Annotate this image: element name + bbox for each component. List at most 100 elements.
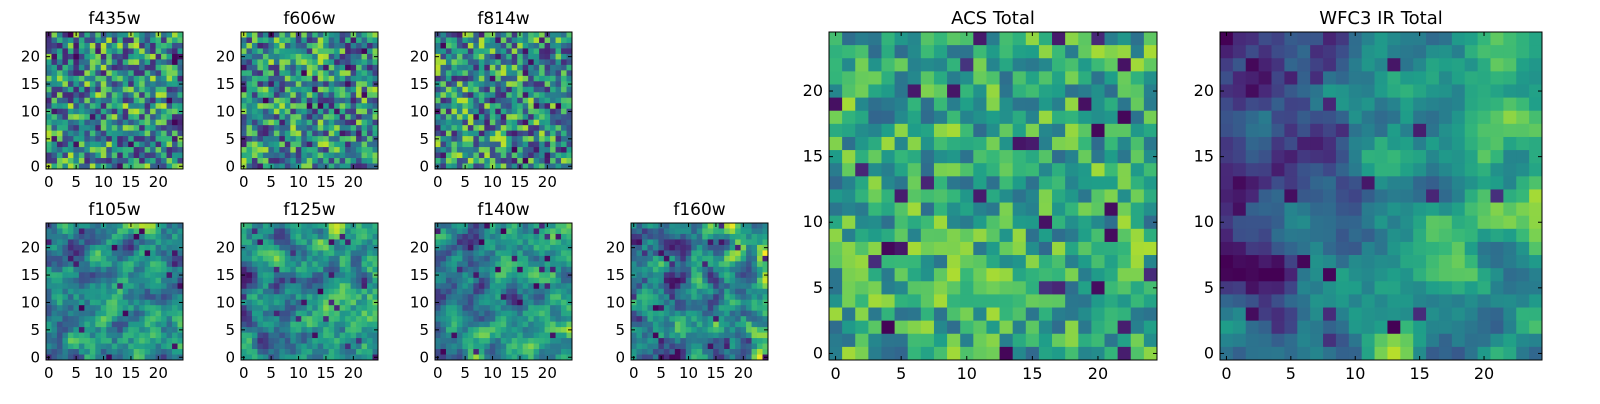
heatmap-cell bbox=[117, 294, 123, 300]
heatmap-cell bbox=[62, 344, 68, 350]
heatmap-cell bbox=[301, 333, 307, 339]
heatmap-cell bbox=[647, 349, 653, 355]
heatmap-cell bbox=[68, 278, 74, 284]
heatmap-cell bbox=[161, 103, 167, 109]
heatmap-cell bbox=[139, 158, 145, 164]
heatmap-cell bbox=[451, 125, 457, 131]
heatmap-cell bbox=[150, 109, 156, 115]
heatmap-cell bbox=[351, 245, 357, 251]
heatmap-cell bbox=[46, 59, 52, 65]
heatmap-cell bbox=[112, 311, 118, 317]
heatmap-cell bbox=[279, 109, 285, 115]
heatmap-cell bbox=[691, 283, 697, 289]
heatmap-cell bbox=[334, 98, 340, 104]
heatmap-cell bbox=[534, 43, 540, 49]
heatmap-cell bbox=[62, 349, 68, 355]
heatmap-cell bbox=[746, 278, 752, 284]
heatmap-cell bbox=[523, 311, 529, 317]
heatmap-cell bbox=[73, 349, 79, 355]
heatmap-cell bbox=[356, 333, 362, 339]
heatmap-cell bbox=[539, 54, 545, 60]
heatmap-cell bbox=[479, 327, 485, 333]
heatmap-cell bbox=[501, 114, 507, 120]
heatmap-cell bbox=[268, 114, 274, 120]
heatmap-cell bbox=[252, 250, 258, 256]
heatmap-cell bbox=[517, 239, 523, 245]
heatmap-cell bbox=[241, 76, 247, 82]
heatmap-cell bbox=[62, 114, 68, 120]
heatmap-cell bbox=[517, 136, 523, 142]
heatmap-cell bbox=[561, 37, 567, 43]
heatmap-cell bbox=[345, 131, 351, 137]
heatmap-cell bbox=[462, 114, 468, 120]
heatmap-cell bbox=[746, 344, 752, 350]
heatmap-cell bbox=[301, 344, 307, 350]
heatmap-cell bbox=[312, 76, 318, 82]
heatmap-cell bbox=[713, 322, 719, 328]
heatmap-cell bbox=[161, 278, 167, 284]
heatmap-cell bbox=[757, 245, 763, 251]
heatmap-cell bbox=[117, 234, 123, 240]
heatmap-cell bbox=[921, 111, 935, 125]
heatmap-cell bbox=[241, 294, 247, 300]
heatmap-cell bbox=[112, 153, 118, 159]
heatmap-cell bbox=[145, 300, 151, 306]
heatmap-cell bbox=[986, 150, 1000, 164]
heatmap-cell bbox=[647, 338, 653, 344]
heatmap-cell bbox=[134, 267, 140, 273]
heatmap-cell bbox=[323, 349, 329, 355]
heatmap-cell bbox=[84, 87, 90, 93]
heatmap-cell bbox=[435, 153, 441, 159]
heatmap-cell bbox=[101, 59, 107, 65]
heatmap-cell bbox=[440, 142, 446, 148]
heatmap-cell bbox=[274, 48, 280, 54]
heatmap-cell bbox=[746, 349, 752, 355]
heatmap-cell bbox=[356, 294, 362, 300]
heatmap-cell bbox=[973, 189, 987, 203]
heatmap-cell bbox=[506, 65, 512, 71]
heatmap-cell bbox=[523, 333, 529, 339]
heatmap-cell bbox=[246, 81, 252, 87]
heatmap-cell bbox=[523, 37, 529, 43]
heatmap-cell bbox=[167, 327, 173, 333]
heatmap-cell bbox=[123, 59, 129, 65]
heatmap-cell bbox=[128, 37, 134, 43]
heatmap-cell bbox=[1052, 163, 1066, 177]
heatmap-cell bbox=[51, 333, 57, 339]
heatmap-cell bbox=[128, 349, 134, 355]
heatmap-cell bbox=[495, 349, 501, 355]
heatmap-cell bbox=[561, 81, 567, 87]
heatmap-cell bbox=[561, 114, 567, 120]
heatmap-cell bbox=[550, 294, 556, 300]
heatmap-cell bbox=[457, 338, 463, 344]
heatmap-cell bbox=[62, 327, 68, 333]
heatmap-cell bbox=[495, 59, 501, 65]
heatmap-cell bbox=[752, 344, 758, 350]
heatmap-cell bbox=[246, 37, 252, 43]
heatmap-cell bbox=[90, 114, 96, 120]
heatmap-cell bbox=[947, 137, 961, 151]
heatmap-cell bbox=[334, 344, 340, 350]
heatmap-cell bbox=[106, 98, 112, 104]
heatmap-cell bbox=[561, 142, 567, 148]
heatmap-cell bbox=[123, 92, 129, 98]
heatmap-cell bbox=[960, 150, 974, 164]
heatmap-cell bbox=[356, 239, 362, 245]
heatmap-cell bbox=[323, 153, 329, 159]
heatmap-cell bbox=[268, 311, 274, 317]
heatmap-cell bbox=[484, 48, 490, 54]
heatmap-cell bbox=[528, 37, 534, 43]
heatmap-cell bbox=[167, 109, 173, 115]
heatmap-cell bbox=[468, 294, 474, 300]
x-tick-label: 20 bbox=[538, 364, 557, 382]
heatmap-cell bbox=[150, 142, 156, 148]
heatmap-cell bbox=[128, 327, 134, 333]
heatmap-cell bbox=[506, 278, 512, 284]
heatmap-cell bbox=[517, 70, 523, 76]
heatmap-cell bbox=[73, 294, 79, 300]
heatmap-cell bbox=[167, 228, 173, 234]
heatmap-cell bbox=[631, 239, 637, 245]
heatmap-cell bbox=[457, 136, 463, 142]
heatmap-cell bbox=[73, 267, 79, 273]
heatmap-cell bbox=[947, 58, 961, 72]
